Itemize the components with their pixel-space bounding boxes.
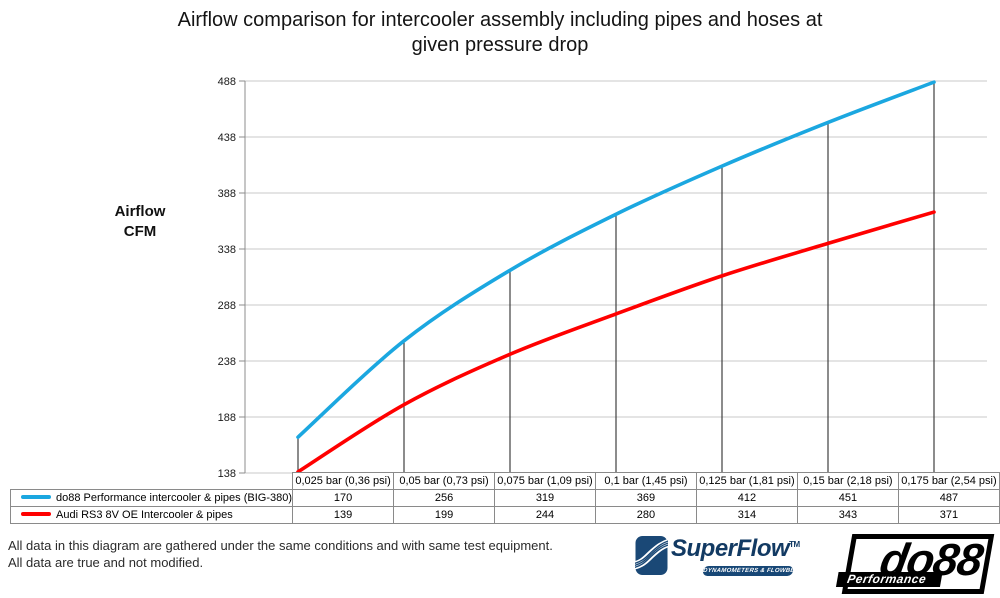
gridlines-and-yticks: 138 188 238 288 338 388 438 488 [218, 76, 987, 480]
x-category-header: 0,175 bar (2,54 psi) [897, 472, 1000, 490]
audi-value: 314 [695, 506, 798, 524]
table-row-audi: Audi RS3 8V OE Intercooler & pipes 139 1… [9, 506, 1000, 524]
trademark-symbol: TM [789, 540, 800, 549]
audi-value: 371 [897, 506, 1000, 524]
y-tick-label: 438 [218, 132, 236, 144]
do88-value: 369 [595, 489, 697, 507]
do88-series-swatch [21, 495, 51, 500]
do88-logo: do88 Performance [833, 532, 995, 596]
x-category-header: 0,125 bar (1,81 psi) [695, 472, 798, 490]
do88-value: 487 [897, 489, 1000, 507]
y-tick-label: 388 [218, 188, 236, 200]
x-category-header: 0,025 bar (0,36 psi) [292, 472, 395, 490]
audi-value: 139 [292, 506, 395, 524]
y-tick-label: 188 [218, 412, 236, 424]
y-tick-label: 288 [218, 300, 236, 312]
do88-value: 170 [292, 489, 395, 507]
do88-value: 412 [695, 489, 798, 507]
y-tick-label: 488 [218, 76, 236, 88]
legend-item-do88: do88 Performance intercooler & pipes (BI… [9, 489, 294, 507]
disclaimer-line-2: All data are true and not modified. [8, 555, 204, 570]
chart-title: Airflow comparison for intercooler assem… [177, 9, 823, 56]
category-drop-lines [297, 82, 935, 473]
table-row-do88: do88 Performance intercooler & pipes (BI… [9, 489, 1000, 507]
y-tick-label: 138 [218, 468, 236, 480]
audi-value: 199 [393, 506, 495, 524]
superflow-logo: SuperFlowTM DYNAMOMETERS & FLOWBENCHES [633, 533, 833, 595]
audi-series-swatch [21, 512, 51, 517]
superflow-wave-icon [635, 536, 668, 575]
audi-value: 244 [493, 506, 597, 524]
y-tick-label: 338 [218, 244, 236, 256]
data-table: 0,025 bar (0,36 psi) 0,05 bar (0,73 psi)… [9, 472, 1000, 524]
do88-logo-frame: do88 Performance [835, 534, 995, 594]
series-line-do88 [296, 80, 936, 439]
x-category-header: 0,075 bar (1,09 psi) [493, 472, 597, 490]
do88-tagline: Performance [846, 572, 928, 586]
do88-value: 256 [393, 489, 495, 507]
series-line-audi-oe [296, 210, 936, 474]
disclaimer-line-1: All data in this diagram are gathered un… [8, 538, 553, 553]
do88-series-label: do88 Performance intercooler & pipes (BI… [56, 492, 293, 504]
x-category-header: 0,1 bar (1,45 psi) [595, 472, 697, 490]
superflow-tagline-bar: DYNAMOMETERS & FLOWBENCHES [702, 566, 818, 576]
audi-series-label: Audi RS3 8V OE Intercooler & pipes [56, 509, 233, 521]
do88-value: 451 [796, 489, 899, 507]
legend-item-audi: Audi RS3 8V OE Intercooler & pipes [9, 506, 294, 524]
x-category-header: 0,15 bar (2,18 psi) [796, 472, 899, 490]
y-axis-label: Airflow CFM [114, 203, 166, 240]
airflow-line-chart: 138 188 238 288 338 388 438 488 [218, 76, 987, 480]
y-tick-label: 238 [218, 356, 236, 368]
superflow-wordmark: SuperFlowTM [671, 535, 800, 562]
audi-value: 280 [595, 506, 697, 524]
do88-performance-bar: Performance [835, 572, 943, 587]
table-corner-cell [11, 473, 293, 490]
audi-value: 343 [796, 506, 899, 524]
x-axis-header-row: 0,025 bar (0,36 psi) 0,05 bar (0,73 psi)… [11, 472, 1000, 490]
x-category-header: 0,05 bar (0,73 psi) [393, 472, 495, 490]
disclaimer-text: All data in this diagram are gathered un… [8, 537, 553, 571]
do88-value: 319 [493, 489, 597, 507]
superflow-tagline: DYNAMOMETERS & FLOWBENCHES [702, 568, 818, 574]
